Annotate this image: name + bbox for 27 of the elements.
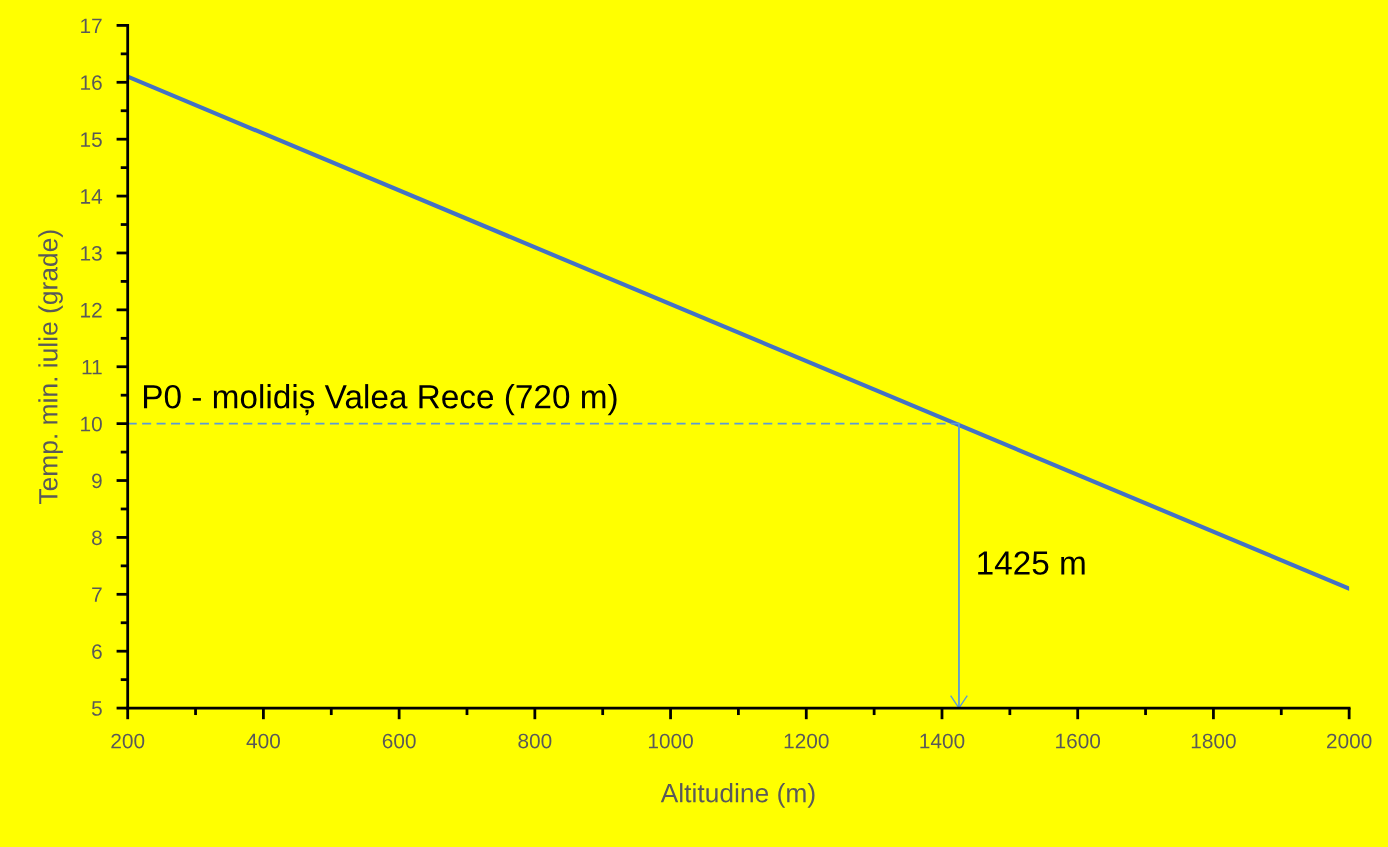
x-tick-label: 400: [246, 733, 280, 749]
y-tick-label: 8: [92, 530, 102, 546]
y-tick-label: 7: [92, 587, 102, 602]
x-tick-label: 1800: [1191, 733, 1236, 749]
x-tick-label: 200: [111, 733, 145, 749]
x-tick-label: 1000: [648, 733, 693, 749]
y-tick-label: 6: [92, 644, 102, 659]
x-axis-title: Altitudine (m): [660, 783, 815, 808]
y-tick-label: 16: [81, 75, 102, 91]
y-tick-label: 13: [81, 245, 102, 261]
y-tick-label: 12: [81, 302, 102, 318]
y-tick-label: 15: [81, 132, 102, 147]
x-tick-label: 800: [518, 733, 552, 749]
x-tick-label: 2000: [1327, 733, 1372, 749]
y-tick-label: 10: [81, 416, 102, 432]
x-tick-label: 1200: [784, 733, 829, 749]
y-tick-label: 17: [81, 18, 102, 33]
y-tick-label: 11: [82, 359, 102, 375]
x-tick-label: 600: [382, 733, 416, 749]
x-tick-label: 1600: [1056, 733, 1101, 749]
ref-line-label: 1425 m: [978, 551, 1085, 575]
x-tick-label: 1400: [920, 733, 965, 749]
annotation: P0 - molidiș Valea Rece (720 m): [144, 384, 617, 416]
y-tick-label: 5: [91, 701, 102, 716]
y-tick-label: 14: [81, 189, 103, 204]
y-tick-label: 9: [92, 473, 102, 489]
y-axis-title: Temp. min. iulie (grade): [38, 230, 63, 504]
